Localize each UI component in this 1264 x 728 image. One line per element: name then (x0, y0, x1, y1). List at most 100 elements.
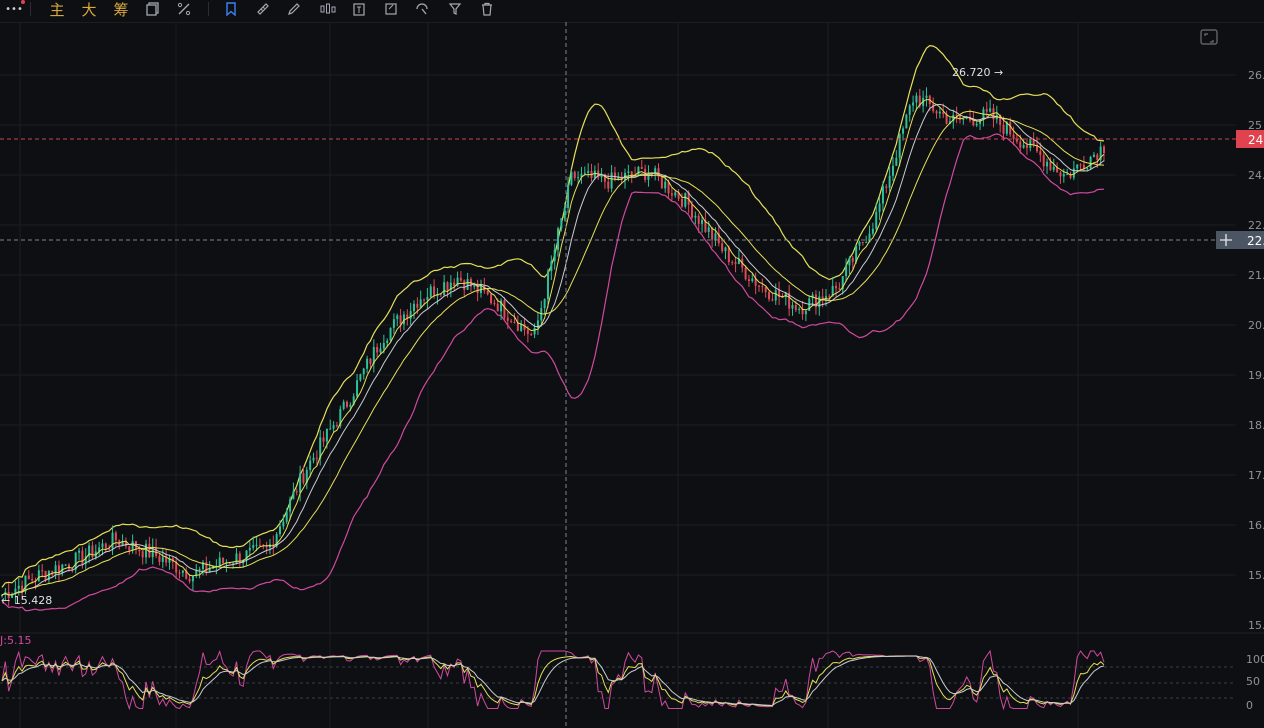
candle-body (416, 303, 419, 308)
candle-body (516, 322, 519, 331)
expand-icon[interactable] (1200, 29, 1218, 45)
candle-body (1019, 141, 1022, 148)
main-indicator-button[interactable]: 主 (49, 0, 65, 19)
candle-body (912, 102, 915, 106)
candle-body (835, 285, 838, 289)
candle-body (761, 286, 764, 288)
candle-body (409, 311, 412, 319)
candle-body (423, 299, 426, 301)
candlestick-chart[interactable]: 26.720 → ← 15.428 J:5.15 24. 22. 26.2524… (0, 22, 1264, 728)
candle-body (724, 247, 727, 252)
candle-body (757, 285, 760, 287)
candle-body (1046, 161, 1049, 167)
copy-icon[interactable] (144, 0, 162, 18)
candle-body (255, 544, 258, 546)
candle-body (67, 564, 70, 569)
candle-body (563, 207, 566, 219)
menu-button[interactable]: ••• (5, 3, 23, 15)
candle-body (711, 227, 714, 240)
candle-body (714, 233, 717, 240)
candle-body (232, 563, 235, 565)
candle-body (952, 114, 955, 122)
candle-body (707, 227, 710, 232)
candles-icon[interactable] (318, 0, 338, 18)
candle-body (1069, 174, 1072, 178)
candle-body (426, 296, 429, 300)
candle-body (925, 95, 928, 98)
candle-body (111, 532, 114, 549)
candle-body (858, 241, 861, 246)
candle-body (335, 425, 338, 427)
large-order-button[interactable]: 大 (81, 0, 97, 19)
candle-body (459, 277, 462, 281)
candle-body (151, 547, 154, 558)
y-tick-label: 15. (1248, 569, 1264, 582)
indicator-label: J:5.15 (0, 634, 31, 647)
candle-body (935, 111, 938, 114)
candle-body (938, 111, 941, 114)
candle-body (664, 181, 667, 189)
candle-body (329, 428, 332, 430)
candle-body (754, 278, 757, 286)
candle-body (1049, 161, 1052, 170)
candle-body (369, 358, 372, 364)
candle-body (510, 320, 513, 322)
candle-body (533, 327, 536, 335)
candle-body (962, 118, 965, 120)
candle-body (791, 305, 794, 309)
candle-body (798, 308, 801, 311)
candle-body (379, 348, 382, 353)
candle-body (121, 541, 124, 546)
candle-body (701, 219, 704, 224)
y-tick-label: 17. (1248, 469, 1264, 482)
y-tick-label: 21. (1248, 269, 1264, 282)
candle-body (295, 491, 298, 493)
note-icon[interactable] (382, 0, 400, 18)
candle-body (945, 113, 948, 124)
candle-body (1015, 138, 1018, 142)
filter-icon[interactable] (446, 0, 464, 18)
crosshair-price-tag (1236, 231, 1264, 249)
candle-body (258, 544, 261, 546)
magnet-icon[interactable] (413, 0, 431, 18)
candle-body (932, 104, 935, 112)
candle-body (567, 184, 570, 208)
candle-body (71, 568, 74, 570)
candle-body (21, 585, 24, 592)
candle-body (587, 171, 590, 173)
candle-body (145, 543, 148, 558)
candle-body (98, 547, 101, 552)
candle-body (382, 343, 385, 349)
candle-body (557, 228, 560, 250)
candle-body (128, 546, 131, 551)
candle-body (674, 192, 677, 196)
candle-body (155, 547, 158, 557)
candle-body (975, 123, 978, 126)
last-price-tag-text: 24. (1248, 133, 1264, 147)
text-icon[interactable] (350, 0, 368, 18)
settings-icon[interactable] (175, 0, 193, 18)
ruler-icon[interactable] (254, 0, 272, 18)
candle-body (684, 192, 687, 207)
candle-body (51, 571, 54, 575)
candle-body (1066, 174, 1069, 176)
candle-body (1042, 155, 1045, 167)
candle-body (356, 380, 359, 397)
candle-body (1099, 146, 1102, 161)
candle-body (881, 186, 884, 204)
notification-dot (21, 0, 25, 4)
chip-distribution-button[interactable]: 筹 (113, 0, 129, 19)
candle-body (570, 171, 573, 185)
candle-body (161, 557, 164, 562)
candle-body (503, 300, 506, 318)
trash-icon[interactable] (478, 0, 496, 18)
candle-body (362, 368, 365, 375)
candle-body (898, 133, 901, 158)
candle-body (691, 204, 694, 218)
candle-body (553, 249, 556, 262)
candle-body (989, 108, 992, 112)
candle-body (325, 428, 328, 442)
candle-body (386, 340, 389, 344)
bookmark-icon[interactable] (222, 0, 240, 18)
pen-icon[interactable] (285, 0, 303, 18)
